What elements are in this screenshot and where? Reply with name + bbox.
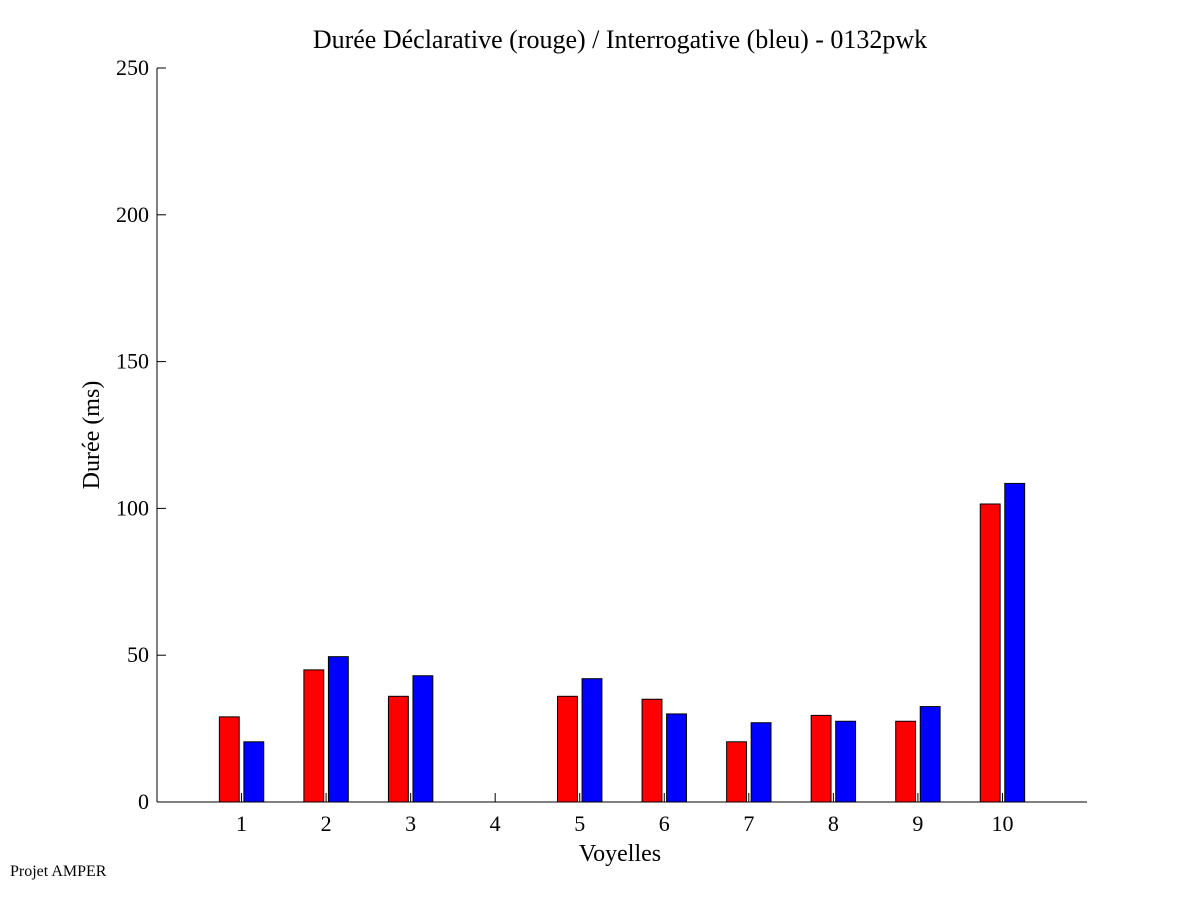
- bar-interrogative: [835, 720, 857, 803]
- bar-declarative: [218, 716, 240, 803]
- bar-declarative: [641, 698, 663, 803]
- y-axis-label: Durée (ms): [79, 381, 105, 490]
- y-tick-label: 200: [116, 202, 149, 227]
- bar-interrogative: [919, 706, 941, 803]
- y-tick-label: 250: [116, 55, 149, 80]
- x-tick-label: 8: [828, 811, 839, 836]
- x-tick-label: 7: [743, 811, 754, 836]
- bar-declarative: [895, 720, 917, 803]
- bar-interrogative: [581, 678, 603, 803]
- x-tick-label: 1: [236, 811, 247, 836]
- y-ticks: 0 50 100 150 200 250: [116, 55, 166, 814]
- bar-declarative: [557, 695, 578, 803]
- bar-interrogative: [750, 722, 772, 803]
- bars: [218, 482, 1026, 803]
- x-ticks: 1 2 3 4 5 6 7 8 9 10: [236, 793, 1013, 836]
- axes: [156, 68, 1087, 803]
- bar-interrogative: [666, 713, 687, 803]
- x-tick-label: 2: [321, 811, 332, 836]
- footer-label: Projet AMPER: [10, 863, 107, 880]
- y-tick-label: 0: [138, 789, 149, 814]
- x-tick-label: 10: [991, 811, 1013, 836]
- x-tick-label: 4: [490, 811, 501, 836]
- bar-declarative: [387, 695, 409, 803]
- bar-declarative: [726, 741, 747, 803]
- y-tick-label: 100: [116, 495, 149, 520]
- bar-declarative: [810, 714, 832, 803]
- chart-title: Durée Déclarative (rouge) / Interrogativ…: [313, 25, 927, 54]
- y-tick-label: 150: [116, 349, 149, 374]
- bar-interrogative: [327, 656, 349, 803]
- bar-interrogative: [412, 675, 434, 803]
- x-tick-label: 6: [659, 811, 670, 836]
- bar-declarative: [979, 503, 1001, 803]
- x-tick-label: 3: [405, 811, 416, 836]
- x-tick-label: 9: [912, 811, 923, 836]
- bar-declarative: [303, 669, 325, 803]
- x-tick-label: 5: [574, 811, 585, 836]
- bar-interrogative: [1004, 482, 1026, 803]
- y-tick-label: 50: [127, 642, 149, 667]
- x-axis-label: Voyelles: [579, 841, 661, 867]
- bar-interrogative: [243, 741, 265, 803]
